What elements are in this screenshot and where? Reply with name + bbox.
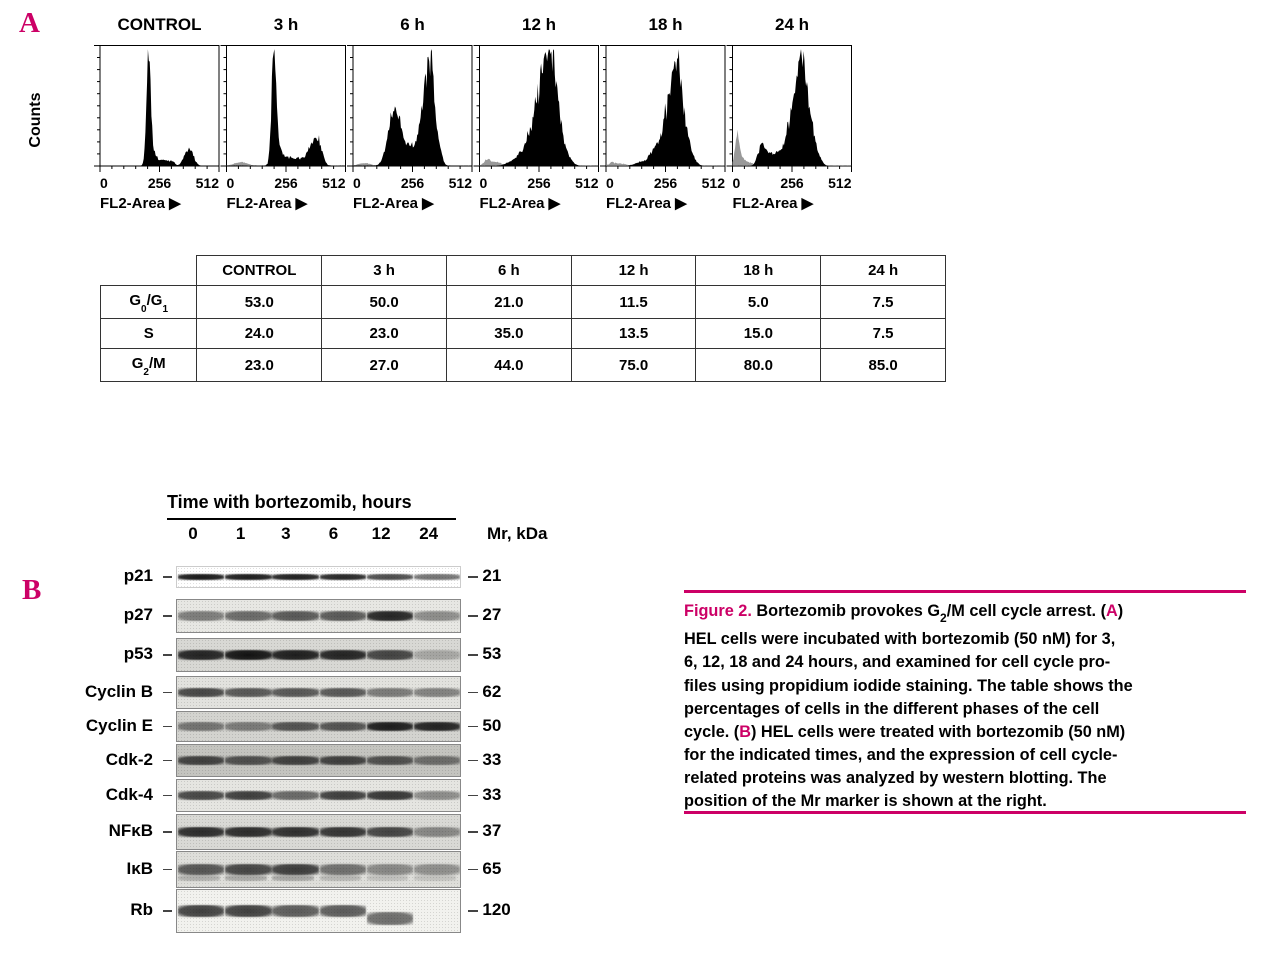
svg-text:0: 0 <box>480 175 488 191</box>
svg-text:256: 256 <box>274 175 298 191</box>
svg-text:256: 256 <box>654 175 678 191</box>
svg-text:512: 512 <box>322 175 346 191</box>
svg-text:256: 256 <box>780 175 804 191</box>
svg-text:0: 0 <box>606 175 614 191</box>
svg-text:512: 512 <box>449 175 473 191</box>
svg-text:Counts: Counts <box>27 92 44 147</box>
svg-text:CONTROL: CONTROL <box>117 15 201 34</box>
svg-text:FL2-Area ▶: FL2-Area ▶ <box>480 195 562 212</box>
svg-text:512: 512 <box>575 175 599 191</box>
svg-text:512: 512 <box>828 175 852 191</box>
svg-text:12 h: 12 h <box>522 15 556 34</box>
svg-text:18 h: 18 h <box>648 15 682 34</box>
svg-text:FL2-Area ▶: FL2-Area ▶ <box>227 195 309 212</box>
svg-text:FL2-Area ▶: FL2-Area ▶ <box>606 195 688 212</box>
svg-text:0: 0 <box>100 175 108 191</box>
svg-text:3 h: 3 h <box>274 15 299 34</box>
svg-text:FL2-Area ▶: FL2-Area ▶ <box>100 195 182 212</box>
svg-text:FL2-Area ▶: FL2-Area ▶ <box>353 195 435 212</box>
svg-text:256: 256 <box>148 175 172 191</box>
svg-text:0: 0 <box>353 175 361 191</box>
svg-text:0: 0 <box>733 175 741 191</box>
svg-text:24 h: 24 h <box>775 15 809 34</box>
svg-text:512: 512 <box>702 175 726 191</box>
svg-text:256: 256 <box>401 175 425 191</box>
svg-text:512: 512 <box>196 175 220 191</box>
svg-text:FL2-Area ▶: FL2-Area ▶ <box>733 195 815 212</box>
svg-text:6 h: 6 h <box>400 15 425 34</box>
svg-text:0: 0 <box>227 175 235 191</box>
svg-text:256: 256 <box>527 175 551 191</box>
